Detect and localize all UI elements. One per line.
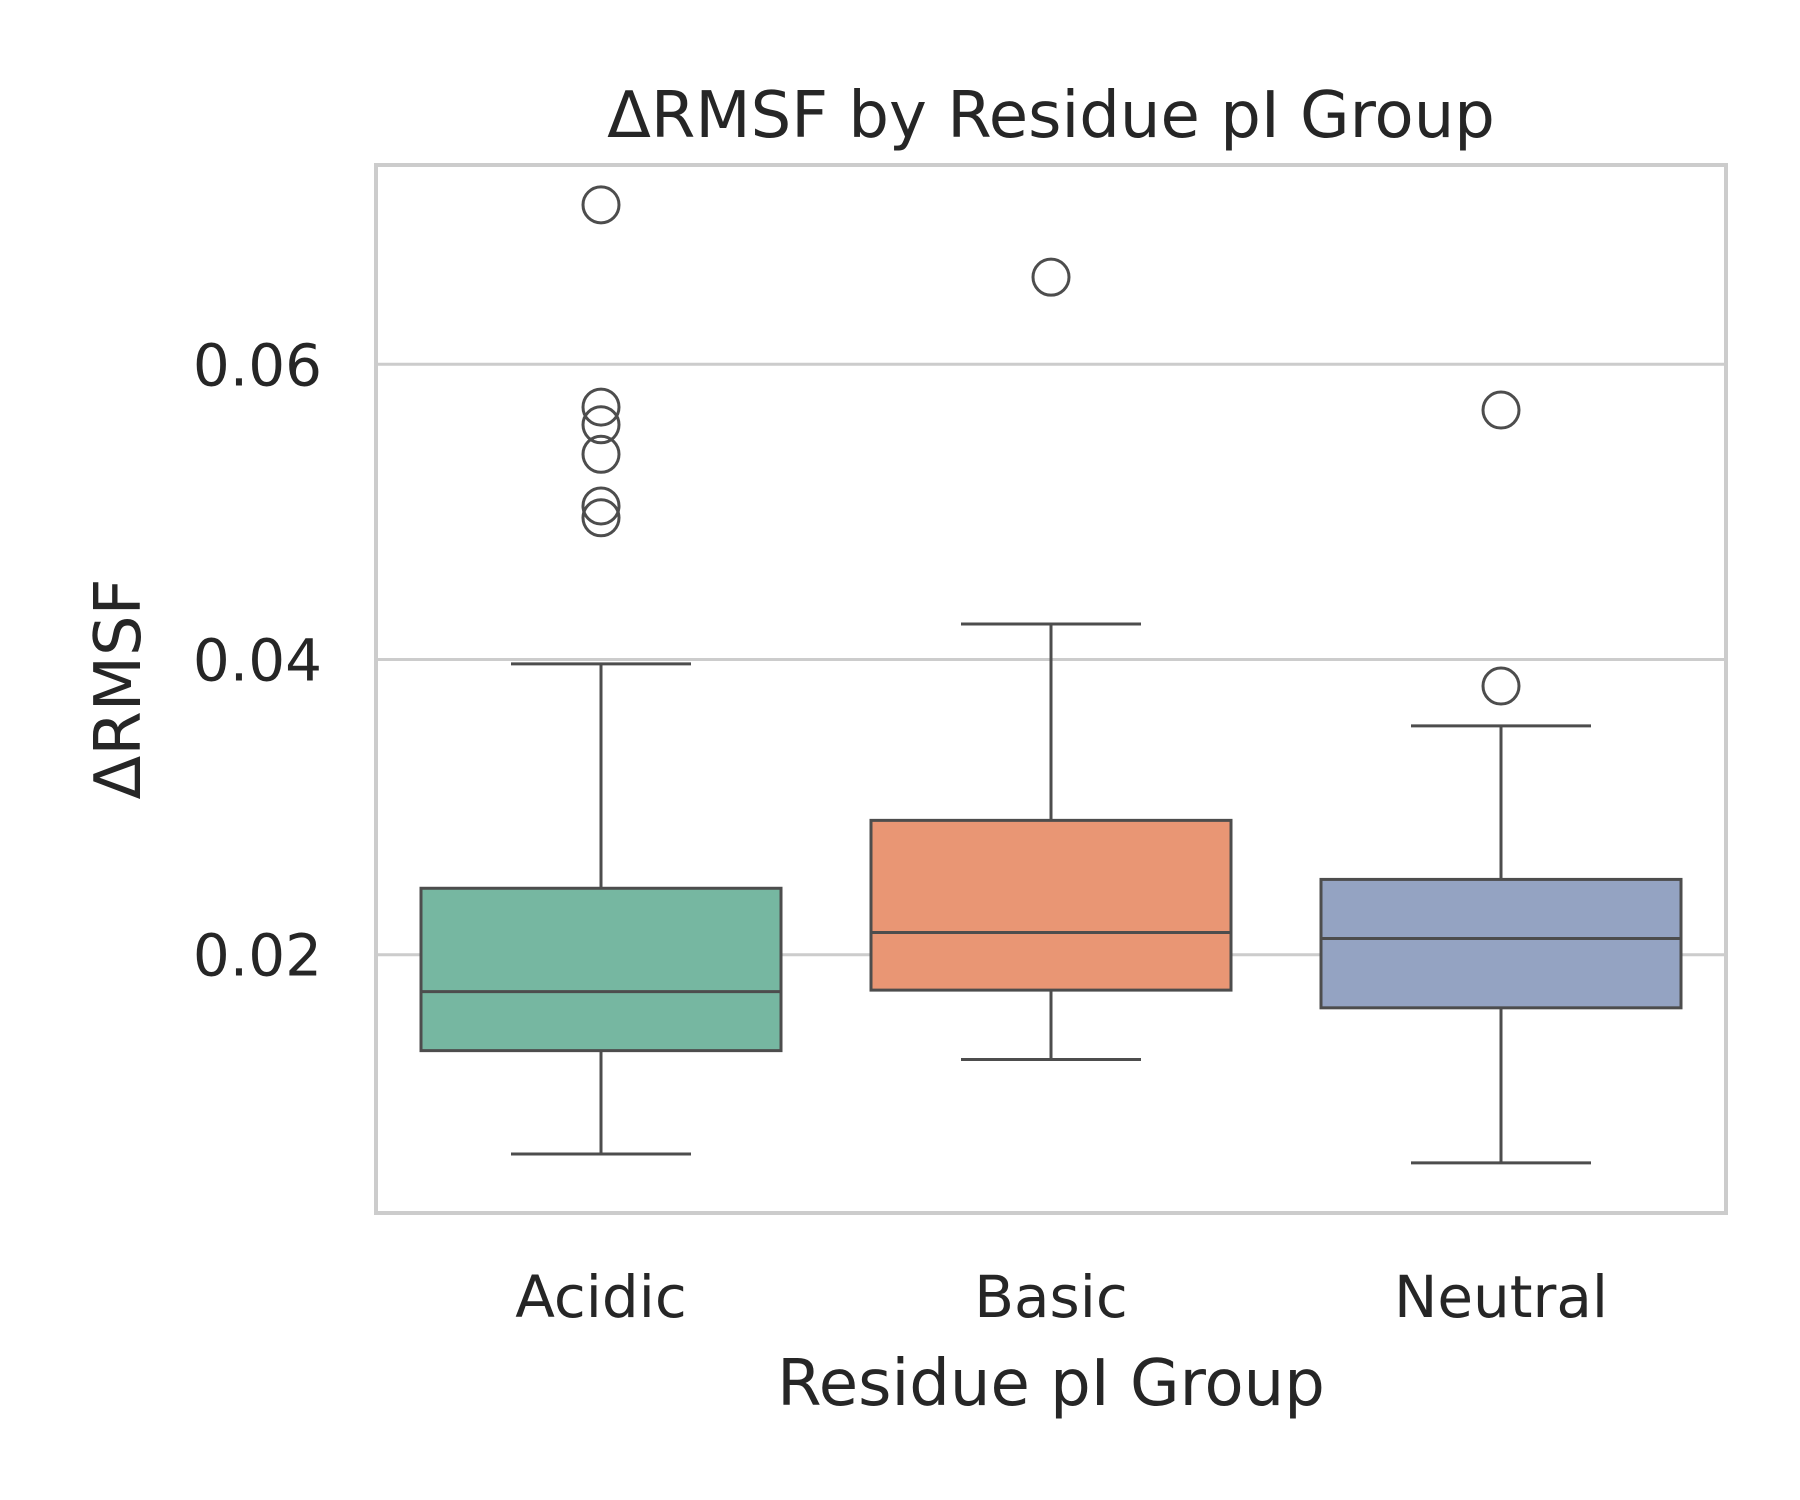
plot-frame [374, 163, 1728, 1215]
iqr-box [419, 886, 783, 1053]
y-tick-labels: 0.02 0.04 0.06 [193, 331, 322, 989]
x-tick-labels: Acidic Basic Neutral [515, 1263, 1608, 1331]
y-tick-label: 0.06 [193, 331, 322, 399]
outlier-point [581, 498, 621, 538]
outlier-point [1031, 257, 1071, 297]
box-acidic [419, 185, 783, 1156]
x-tick-label: Acidic [515, 1263, 686, 1331]
outlier-point [581, 185, 621, 225]
outlier-point [581, 387, 621, 427]
iqr-box [869, 818, 1233, 992]
y-axis-label: ΔRMSF [82, 579, 156, 800]
x-tick-label: Basic [974, 1263, 1128, 1331]
box-basic [869, 257, 1233, 1061]
y-tick-label: 0.04 [193, 626, 322, 694]
y-tick-label: 0.02 [193, 922, 322, 990]
box-neutral [1319, 390, 1683, 1165]
x-tick-label: Neutral [1394, 1263, 1608, 1331]
plot-area [419, 185, 1683, 1165]
outlier-point [1481, 390, 1521, 430]
outlier-point [581, 434, 621, 474]
iqr-box [1319, 877, 1683, 1010]
outlier-point [581, 486, 621, 526]
outlier-point [581, 405, 621, 445]
x-axis-label: Residue pI Group [777, 1347, 1325, 1421]
outlier-point [1481, 666, 1521, 706]
chart-title: ΔRMSF by Residue pI Group [607, 79, 1495, 153]
